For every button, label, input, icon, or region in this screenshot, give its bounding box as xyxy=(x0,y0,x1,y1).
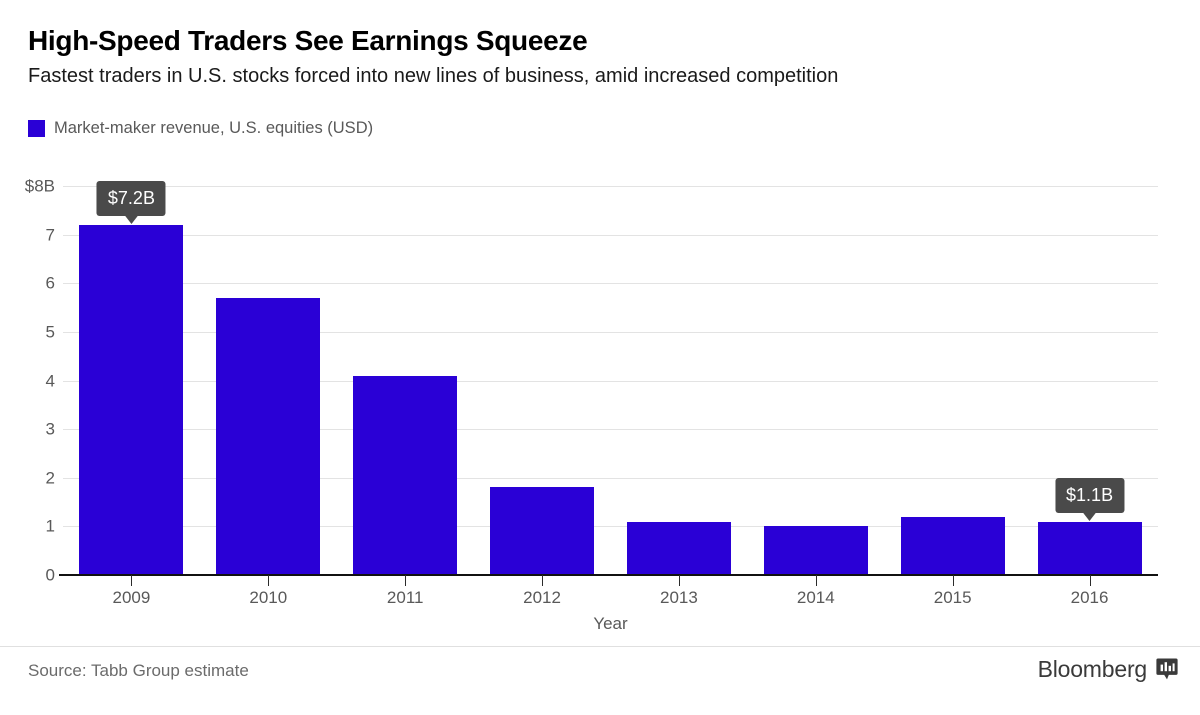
x-axis-title: Year xyxy=(593,614,628,633)
y-axis-tick-label: 0 xyxy=(45,565,55,585)
x-axis-tick-label: 2013 xyxy=(660,588,698,607)
x-axis-tick-label: 2010 xyxy=(249,588,288,607)
x-axis-baseline xyxy=(59,574,1158,576)
bar[interactable] xyxy=(353,375,458,575)
x-axis-tick xyxy=(815,575,817,586)
y-axis-tick-label: 7 xyxy=(45,225,55,245)
bar-slot xyxy=(611,186,748,575)
bar[interactable] xyxy=(1037,521,1142,575)
y-axis-tick-label: 5 xyxy=(45,322,55,342)
source-note: Source: Tabb Group estimate xyxy=(28,661,249,680)
y-axis-tick-label: 4 xyxy=(45,371,55,390)
plot-area: $7.2B $1.1B xyxy=(59,180,1158,576)
bar[interactable] xyxy=(900,516,1005,575)
bar-slot xyxy=(1021,186,1158,575)
page-title: High-Speed Traders See Earnings Squeeze xyxy=(28,25,588,56)
chart-legend[interactable]: Market-maker revenue, U.S. equities (USD… xyxy=(28,120,373,137)
y-axis-tick-label: 1 xyxy=(45,516,55,536)
bloomberg-badge-icon xyxy=(1156,657,1178,681)
x-axis-tick xyxy=(542,575,544,586)
legend-swatch-icon xyxy=(28,120,45,137)
chart-header: High-Speed Traders See Earnings Squeeze … xyxy=(28,24,1180,89)
x-axis-labels: 2009 2010 2011 2012 2013 2014 2015 2016 xyxy=(63,586,1158,612)
legend-label: Market-maker revenue, U.S. equities (USD… xyxy=(54,119,374,137)
x-axis-tick-label: 2015 xyxy=(933,588,972,607)
bloomberg-wordmark: Bloomberg xyxy=(1037,656,1148,682)
bloomberg-logo: Bloomberg xyxy=(1038,656,1178,682)
x-axis-tick xyxy=(678,575,680,586)
x-axis-tick-label: 2009 xyxy=(112,588,151,607)
x-axis-tick-label: 2014 xyxy=(796,588,835,607)
x-axis-tick xyxy=(405,575,407,586)
y-axis-tick-label: 2 xyxy=(45,468,55,488)
bar[interactable] xyxy=(216,297,321,575)
x-axis-tick xyxy=(268,575,270,586)
bar[interactable] xyxy=(79,224,184,575)
y-axis-tick-label: 6 xyxy=(45,273,55,293)
bar-slot xyxy=(474,186,611,575)
bar-slot xyxy=(884,186,1021,575)
bar-slot xyxy=(200,186,337,575)
bar[interactable] xyxy=(490,487,595,575)
bar[interactable] xyxy=(763,526,868,575)
x-axis-ticks xyxy=(63,575,1158,589)
bar-slot xyxy=(747,186,884,575)
y-axis-tick-label: $8B xyxy=(24,176,55,196)
footer-divider xyxy=(0,646,1200,647)
bar-series xyxy=(63,186,1158,575)
bar-slot xyxy=(63,186,200,575)
bar-slot xyxy=(337,186,474,575)
x-axis-tick-label: 2016 xyxy=(1070,588,1109,607)
y-axis-labels: 0 1 2 3 4 5 6 7 $8B xyxy=(0,178,55,584)
y-axis-tick-label: 3 xyxy=(45,419,55,439)
value-callout: $7.2B xyxy=(96,180,166,224)
x-axis-tick-label: 2012 xyxy=(523,588,561,607)
bar[interactable] xyxy=(626,521,731,575)
x-axis-tick xyxy=(1089,575,1091,586)
value-callout: $1.1B xyxy=(1055,477,1125,521)
x-axis-tick xyxy=(952,575,954,586)
x-axis-tick xyxy=(131,575,133,586)
page-subtitle: Fastest traders in U.S. stocks forced in… xyxy=(28,65,839,87)
x-axis-tick-label: 2011 xyxy=(386,588,424,607)
